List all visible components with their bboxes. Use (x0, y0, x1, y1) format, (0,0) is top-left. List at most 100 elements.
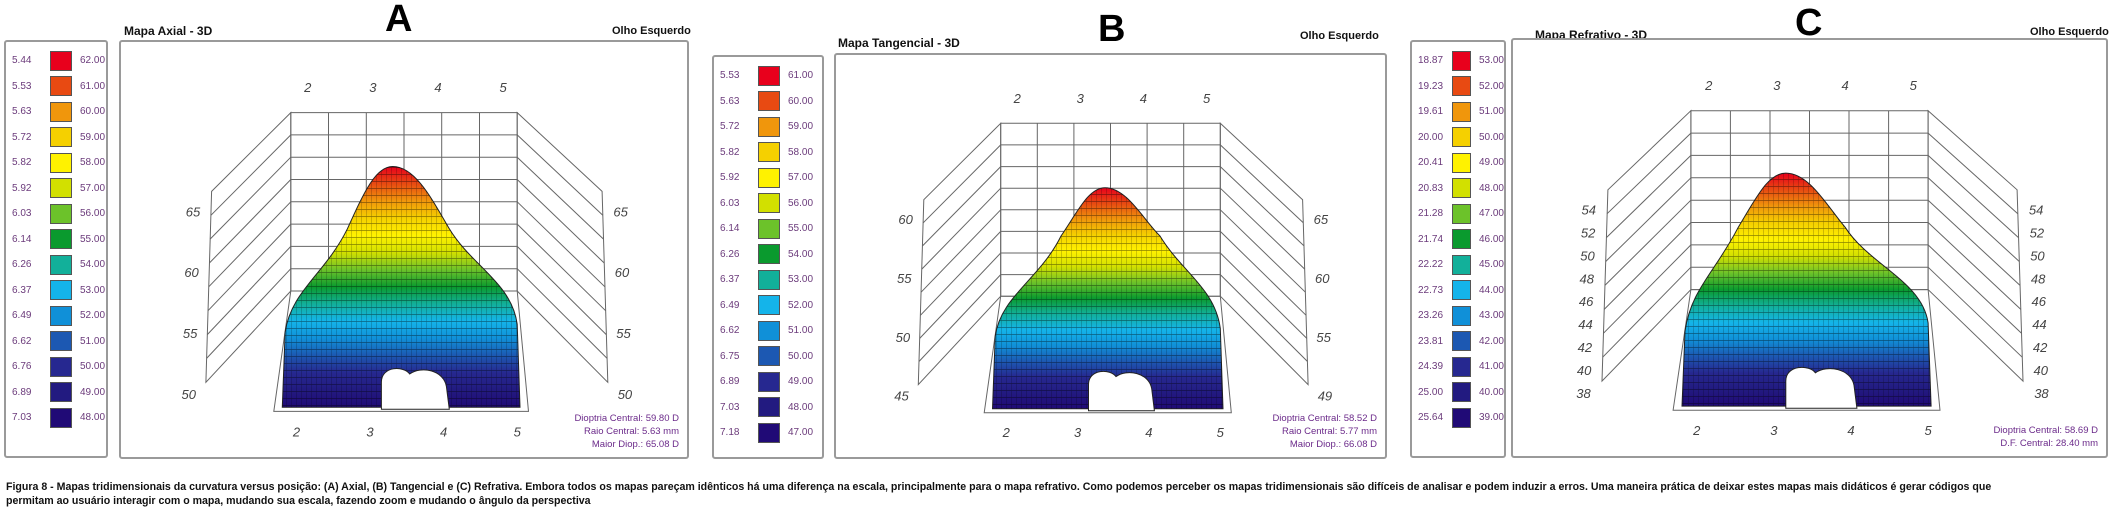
surface-notch (1785, 366, 1858, 409)
right-grid-line (1219, 166, 1305, 247)
legend-radius-value: 6.14 (12, 233, 32, 245)
surface-plot-3d: 2 3 4 52 3 4 554525048464442403854525048464442… (1576, 78, 2049, 438)
surface-notch (380, 368, 450, 410)
right-axis-tick-label: 60 (1315, 271, 1330, 286)
bottom-axis-tick-label: 5 (1924, 423, 1932, 438)
stat-line: Raio Central: 5.77 mm (1281, 426, 1377, 437)
legend-diopter-value: 52.00 (788, 299, 814, 311)
legend-radius-value: 5.53 (12, 80, 32, 92)
left-grid-line (206, 246, 292, 335)
legend-row: 19.23 52.00 (1412, 74, 1504, 100)
legend-color-swatch (50, 127, 72, 148)
right-axis-tick-label: 48 (2031, 271, 2046, 286)
legend-radius-value: 6.75 (720, 350, 740, 362)
right-axis-tick-label: 42 (2033, 340, 2048, 355)
legend-radius-value: 6.89 (720, 376, 740, 388)
legend-diopter-value: 48.00 (1478, 182, 1504, 194)
legend-radius-value: 25.00 (1418, 386, 1444, 398)
legend-radius-value: 25.64 (1418, 412, 1444, 424)
surface-notch (1088, 370, 1155, 412)
left-axis-tick-label: 40 (1577, 363, 1592, 378)
right-axis-tick-label: 52 (2030, 226, 2045, 241)
right-grid-line (516, 268, 608, 359)
legend-color-swatch (758, 397, 780, 418)
legend-radius-value: 19.61 (1418, 106, 1444, 118)
legend-color-swatch (1451, 407, 1471, 428)
legend-radius-value: 6.49 (720, 299, 740, 311)
legend-radius-value: 5.92 (720, 172, 740, 184)
legend-diopter-value: 53.00 (788, 274, 814, 286)
left-axis-tick-label: 55 (183, 326, 198, 341)
legend-color-swatch (50, 280, 72, 301)
legend-color-swatch (1451, 127, 1471, 148)
left-grid-line (919, 252, 1002, 339)
legend-diopter-value: 59.00 (788, 121, 814, 133)
legend-color-swatch (758, 371, 780, 392)
legend-color-swatch (758, 193, 780, 214)
panel-b-title: Mapa Tangencial - 3D (838, 36, 960, 50)
right-axis-tick-label: 65 (613, 204, 628, 219)
legend-diopter-value: 39.00 (1478, 412, 1504, 424)
legend-radius-value: 5.82 (12, 157, 32, 169)
left-axis-tick-label: 38 (1576, 386, 1591, 401)
right-grid-line (1927, 155, 2019, 238)
right-axis-tick-label: 40 (2034, 363, 2049, 378)
legend-color-swatch (50, 50, 72, 71)
legend-diopter-value: 54.00 (80, 259, 106, 271)
legend-color-swatch (758, 116, 780, 137)
legend-radius-value: 6.26 (720, 248, 740, 260)
legend-row: 24.39 41.00 (1412, 354, 1504, 380)
right-grid-line (1927, 132, 2019, 215)
left-grid-line (206, 268, 292, 359)
bottom-axis-tick-label: 3 (1770, 423, 1778, 438)
legend-diopter-value: 51.00 (80, 335, 106, 347)
left-axis-tick-label: 52 (1581, 226, 1596, 241)
legend-diopter-value: 45.00 (1478, 259, 1504, 271)
left-axis-tick-label: 50 (896, 330, 911, 345)
left-grid-line (920, 231, 1002, 316)
legend-diopter-value: 49.00 (1478, 157, 1504, 169)
legend-color-swatch (758, 218, 780, 239)
right-axis-tick-label: 54 (2029, 203, 2043, 218)
legend-radius-value: 5.72 (12, 131, 32, 143)
legend-diopter-value: 61.00 (788, 70, 814, 82)
left-grid-line (208, 201, 292, 288)
legend-row: 23.81 42.00 (1412, 329, 1504, 355)
right-grid-line (1927, 177, 2020, 262)
legend-row: 21.74 46.00 (1412, 227, 1504, 253)
left-grid-line (920, 209, 1002, 293)
stat-line: Maior Diop.: 66.08 D (1289, 439, 1377, 450)
bottom-axis-tick-label: 5 (514, 424, 522, 439)
left-grid-line (922, 144, 1002, 224)
legend-color-swatch (50, 382, 72, 403)
legend-diopter-value: 57.00 (788, 172, 814, 184)
legend-color-swatch (758, 320, 780, 341)
caption-line-1: Figura 8 - Mapas tridimensionais da curv… (6, 481, 1992, 493)
legend-row: 5.82 58.00 (714, 140, 822, 166)
stat-line: D.F. Central: 28.40 mm (2000, 438, 2098, 449)
legend-radius-value: 6.49 (12, 310, 32, 322)
legend-row: 5.53 61.00 (714, 63, 822, 89)
top-axis-tick-label: 4 (1140, 91, 1147, 106)
legend-row: 5.92 57.00 (714, 165, 822, 191)
panel-stats: Dioptria Central: 58.69 D D.F. Central: 2… (1993, 424, 2098, 450)
legend-radius-value: 5.72 (720, 121, 740, 133)
right-grid-line (1219, 231, 1307, 316)
legend-row: 5.63 60.00 (714, 89, 822, 115)
legend-radius-value: 5.44 (12, 55, 32, 67)
legend-row: 7.03 48.00 (714, 395, 822, 421)
top-axis-tick-label: 5 (499, 80, 507, 95)
legend-row: 6.89 49.00 (714, 369, 822, 395)
legend-row: 6.75 50.00 (714, 344, 822, 370)
legend-diopter-value: 44.00 (1478, 284, 1504, 296)
caption-line-2: permitam ao usuário interagir com o mapa… (6, 495, 591, 507)
legend-radius-value: 22.22 (1418, 259, 1444, 271)
legend-color-swatch (758, 142, 780, 163)
legend-row: 6.37 53.00 (714, 267, 822, 293)
legend-row: 22.73 44.00 (1412, 278, 1504, 304)
right-axis-tick-label: 65 (1314, 212, 1329, 227)
panel-stats: Dioptria Central: 58.52 D Raio Central: 5… (1272, 412, 1377, 451)
legend-row: 6.14 55.00 (6, 227, 106, 253)
legend-radius-value: 5.82 (720, 146, 740, 158)
legend-row: 6.62 51.00 (6, 329, 106, 355)
